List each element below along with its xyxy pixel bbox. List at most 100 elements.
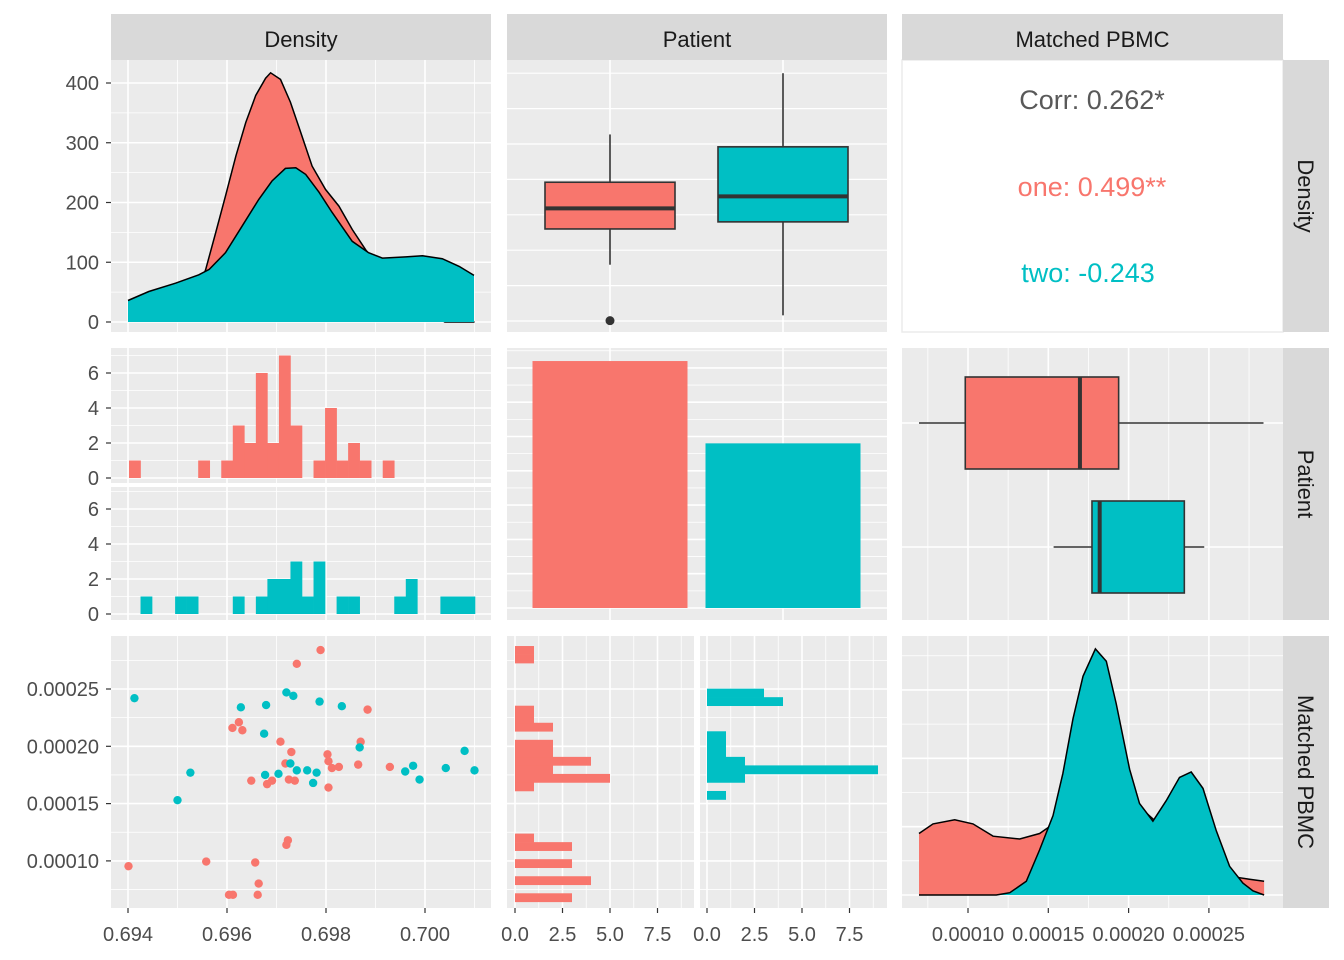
scatter-point-one: [385, 762, 395, 772]
histogram-bar: [359, 460, 372, 478]
scatter-point-two: [308, 778, 318, 788]
scatter-point-one: [253, 890, 262, 900]
scatter-point-two: [261, 700, 271, 710]
y-tick-label: 0.00010: [27, 851, 99, 873]
panel-scatter: [111, 636, 491, 908]
y-tick-label: 0.00020: [27, 736, 99, 758]
scatter-point-two: [259, 729, 269, 738]
scatter-point-two: [289, 691, 298, 701]
scatter-point-two: [470, 766, 479, 775]
x-tick-label: 0.0: [501, 924, 529, 946]
corr-overall-text: Corr: 0.262*: [1019, 85, 1165, 115]
histogram-bar: [515, 756, 591, 766]
histogram-bar: [515, 722, 553, 732]
histogram-bar: [244, 443, 257, 478]
strip-right-label: Matched PBMC: [1293, 695, 1318, 849]
scatter-point-one: [334, 762, 344, 772]
scatter-point-one: [287, 747, 296, 757]
scatter-point-two: [312, 768, 321, 777]
scatter-point-one: [363, 705, 372, 714]
histogram-bar: [515, 765, 553, 775]
scatter-point-two: [460, 746, 469, 756]
strip-right: [1283, 60, 1329, 332]
scatter-point-two: [286, 759, 295, 768]
histogram-bar: [301, 596, 314, 614]
histogram-bar: [232, 425, 245, 478]
scatter-point-one: [267, 776, 277, 785]
y-tick-label: 0.00025: [27, 679, 99, 701]
density-line-two: [127, 167, 475, 302]
histogram-bar: [186, 596, 199, 614]
histogram-bar: [515, 773, 610, 783]
y-tick-label: 2: [88, 433, 99, 455]
bar-two: [705, 443, 861, 608]
histogram-bar: [707, 748, 726, 758]
histogram-bar: [707, 688, 764, 698]
scatter-point-two: [260, 770, 270, 780]
outlier-point: [605, 316, 615, 326]
correlation-panel: [901, 59, 1284, 333]
x-tick-label: 2.5: [741, 924, 769, 946]
histogram-bar: [515, 782, 534, 792]
panel-histogram-one-content: [111, 348, 491, 483]
scatter-point-two: [282, 688, 291, 697]
y-tick-label: 6: [88, 499, 99, 521]
panel-pbmc-histogram-one-content: [507, 636, 694, 908]
histogram-bar: [515, 748, 553, 758]
scatter-point-one: [247, 776, 256, 785]
y-tick-label: 2: [88, 569, 99, 591]
histogram-bar: [336, 460, 349, 478]
x-tick-label: 7.5: [836, 924, 864, 946]
scatter-point-one: [316, 645, 325, 655]
scatter-point-two: [415, 775, 424, 784]
x-tick-label: 7.5: [644, 924, 672, 946]
histogram-bar: [515, 739, 553, 749]
x-tick-label: 2.5: [549, 924, 577, 946]
scatter-point-one: [251, 858, 260, 867]
panel-pbmc-histogram-two-content: [700, 636, 887, 908]
x-tick-label: 0.00015: [1012, 924, 1084, 946]
y-tick-label: 0: [88, 312, 99, 334]
panel-patient-bars-content: [507, 348, 887, 620]
scatter-point-one: [290, 776, 300, 785]
histogram-bar: [451, 596, 464, 614]
y-tick-label: 0: [88, 468, 99, 490]
histogram-bar: [278, 355, 291, 478]
histogram-bar: [515, 654, 534, 664]
scatter-point-two: [337, 701, 347, 711]
histogram-bar: [515, 646, 534, 655]
density-area-two: [128, 167, 475, 322]
density-line-two: [919, 647, 1265, 896]
histogram-bar: [515, 714, 534, 724]
scatter-point-one: [234, 718, 244, 727]
histogram-bar: [140, 596, 153, 614]
strip-top: [507, 14, 887, 60]
histogram-bar: [348, 443, 360, 478]
scatter-point-one: [323, 750, 332, 759]
x-tick-label: 0.0: [693, 924, 721, 946]
scatter-point-one: [228, 723, 237, 733]
histogram-bar: [348, 596, 360, 614]
strip-top: [111, 14, 491, 60]
scatter-point-one: [353, 760, 363, 769]
histogram-bar: [463, 596, 476, 614]
scatter-point-one: [238, 726, 247, 735]
y-tick-label: 400: [66, 73, 99, 95]
scatter-point-two: [186, 768, 195, 777]
scatter-point-one: [292, 659, 301, 668]
histogram-bar: [515, 893, 572, 903]
histogram-bar: [221, 460, 234, 478]
x-tick-label: 0.694: [103, 924, 153, 946]
bar-one: [532, 361, 688, 608]
scatter-point-one: [327, 763, 337, 773]
y-tick-label: 0: [88, 604, 99, 626]
corr-two-text: two: -0.243: [1021, 258, 1155, 288]
x-tick-label: 0.00020: [1092, 924, 1164, 946]
x-tick-label: 0.00025: [1173, 924, 1245, 946]
scatter-point-two: [292, 766, 301, 775]
y-tick-label: 100: [66, 252, 99, 274]
x-tick-label: 5.0: [596, 924, 624, 946]
histogram-bar: [515, 876, 591, 886]
panel-histogram-two-content: [111, 487, 491, 620]
